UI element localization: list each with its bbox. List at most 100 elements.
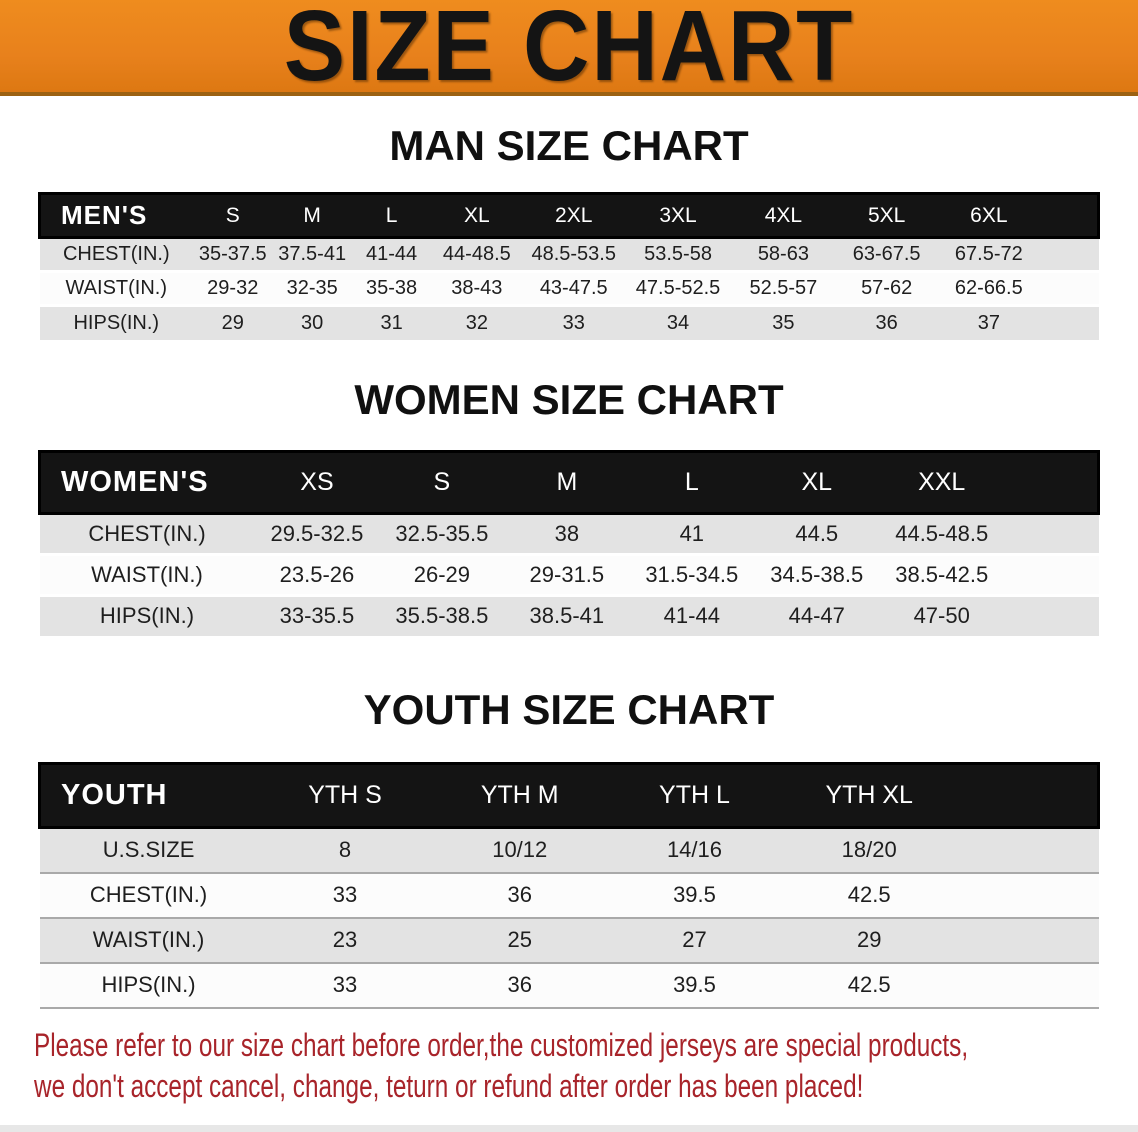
- size-value-cell: 39.5: [673, 972, 716, 997]
- men-size-section: MAN SIZE CHART MEN'S S M L XL 2XL 3XL 4XL 5XL 6XL…: [0, 96, 1138, 340]
- size-value-cell: 43-47.5: [539, 277, 608, 299]
- measurement-row: CHEST(IN.) 29.5-32.5 32.5-35.5 38 41 44.5 44.5…: [39, 513, 1099, 554]
- size-value-cell: 37.5-41: [278, 243, 347, 265]
- row-label: CHEST(IN.): [62, 243, 170, 265]
- banner: SIZE CHART: [0, 0, 1138, 96]
- row-label: HIPS(IN.): [99, 603, 195, 629]
- size-value-cell: 27: [682, 927, 707, 952]
- row-label: HIPS(IN.): [101, 972, 196, 997]
- size-value-cell: 30: [301, 311, 324, 334]
- group-label: MEN'S: [61, 200, 148, 230]
- spacer-cell: [1040, 194, 1098, 238]
- men-size-table: MEN'S S M L XL 2XL 3XL 4XL 5XL 6XL CHEST(IN.) 35-37…: [38, 192, 1100, 340]
- notice-line-1: Please refer to our size chart before or…: [34, 1026, 969, 1063]
- size-value-cell: 32-35: [286, 277, 338, 299]
- order-notice: Please refer to our size chart before or…: [0, 1025, 1138, 1107]
- size-value-cell: 38.5-42.5: [895, 561, 989, 587]
- size-value-cell: 41: [679, 520, 705, 546]
- size-header-row: YOUTH YTH S YTH M YTH L YTH XL: [39, 763, 1099, 828]
- size-value-cell: 18/20: [841, 837, 897, 863]
- group-label: YOUTH: [61, 779, 168, 811]
- size-value-cell: 29: [856, 927, 882, 952]
- size-value-cell: 26-29: [413, 561, 471, 587]
- size-value-cell: 36: [507, 882, 532, 907]
- size-value-cell: 39.5: [673, 882, 716, 907]
- notice-line-2: we don't accept cancel, change, teturn o…: [34, 1067, 864, 1104]
- size-value-cell: 35-38: [366, 277, 418, 299]
- size-value-cell: 52.5-57: [749, 277, 818, 299]
- size-value-cell: 38.5-41: [529, 603, 605, 629]
- row-label: CHEST(IN.): [89, 882, 208, 907]
- size-value-cell: 35.5-38.5: [395, 603, 489, 629]
- bottom-strip: [0, 1125, 1138, 1132]
- size-value-cell: 33: [332, 882, 358, 907]
- size-value-cell: 36: [507, 972, 532, 997]
- size-column-header: XXL: [918, 467, 966, 496]
- row-label: WAIST(IN.): [65, 277, 167, 299]
- size-value-cell: 29-31.5: [529, 561, 605, 587]
- spacer-cell: [957, 963, 1099, 1008]
- size-value-cell: 44.5: [795, 520, 839, 546]
- size-value-cell: 36: [875, 311, 898, 334]
- measurement-row: HIPS(IN.) 29 30 31 32 33 34 35 36 37: [39, 305, 1099, 340]
- size-value-cell: 38: [554, 520, 580, 546]
- spacer-cell: [957, 918, 1099, 963]
- group-label: WOMEN'S: [61, 465, 209, 498]
- size-column-header: XS: [300, 467, 334, 496]
- row-label: U.S.SIZE: [102, 837, 195, 863]
- size-value-cell: 8: [338, 837, 352, 863]
- spacer-cell: [957, 873, 1099, 918]
- size-value-cell: 29-32: [207, 277, 259, 299]
- size-column-header: XL: [801, 467, 833, 496]
- size-column-header: S: [225, 203, 240, 227]
- size-value-cell: 29: [221, 311, 244, 334]
- measurement-row: HIPS(IN.) 33-35.5 35.5-38.5 38.5-41 41-44 44-…: [39, 595, 1099, 636]
- size-value-cell: 33: [562, 311, 585, 334]
- women-size-table: WOMEN'S XS S M L XL XXL CHEST(IN.) 29.5-32.5 32.5…: [38, 450, 1100, 636]
- measurement-row: CHEST(IN.) 35-37.5 37.5-41 41-44 44-48.5 48.5…: [39, 237, 1099, 272]
- size-value-cell: 37: [977, 311, 1000, 334]
- spacer-cell: [1004, 513, 1098, 554]
- size-value-cell: 41-44: [663, 603, 720, 629]
- size-value-cell: 33-35.5: [279, 603, 355, 629]
- youth-section-heading: YOUTH SIZE CHART: [363, 686, 775, 733]
- page-title: SIZE CHART: [283, 0, 855, 102]
- row-label: CHEST(IN.): [88, 520, 206, 546]
- youth-size-section: YOUTH SIZE CHART YOUTH YTH S YTH M YTH L YTH…: [0, 636, 1138, 1009]
- size-column-header: 4XL: [764, 203, 803, 227]
- size-value-cell: 14/16: [666, 837, 722, 863]
- size-value-cell: 62-66.5: [954, 277, 1023, 299]
- size-column-header: 5XL: [867, 203, 906, 227]
- size-value-cell: 44.5-48.5: [895, 520, 989, 546]
- row-label: WAIST(IN.): [92, 927, 205, 952]
- size-value-cell: 31.5-34.5: [645, 561, 739, 587]
- measurement-row: CHEST(IN.) 33 36 39.5 42.5: [39, 872, 1099, 918]
- measurement-row: U.S.SIZE 8 10/12 14/16 18/20: [39, 827, 1099, 873]
- spacer-cell: [1040, 306, 1098, 340]
- size-value-cell: 44-48.5: [442, 243, 511, 265]
- size-column-header: L: [684, 467, 699, 496]
- size-value-cell: 67.5-72: [954, 243, 1023, 265]
- size-column-header: 3XL: [659, 203, 697, 227]
- measurement-row: WAIST(IN.) 23 25 27 29: [39, 917, 1099, 963]
- men-section-heading: MAN SIZE CHART: [389, 122, 749, 169]
- size-value-cell: 23: [332, 927, 358, 952]
- spacer-cell: [1004, 451, 1098, 513]
- youth-size-table: YOUTH YTH S YTH M YTH L YTH XL U.S.SIZE 8 10/12…: [38, 762, 1100, 1009]
- size-value-cell: 53.5-58: [644, 243, 712, 265]
- spacer-cell: [957, 828, 1099, 873]
- row-label: HIPS(IN.): [73, 311, 160, 334]
- size-value-cell: 48.5-53.5: [531, 243, 616, 265]
- size-value-cell: 25: [507, 927, 532, 952]
- spacer-cell: [1040, 238, 1098, 272]
- size-value-cell: 42.5: [847, 882, 891, 907]
- spacer-cell: [1004, 554, 1098, 595]
- spacer-cell: [1040, 272, 1098, 306]
- size-header-row: WOMEN'S XS S M L XL XXL: [39, 451, 1099, 513]
- women-section-heading: WOMEN SIZE CHART: [354, 375, 784, 423]
- size-value-cell: 31: [380, 311, 403, 334]
- size-value-cell: 35-37.5: [198, 243, 267, 265]
- size-value-cell: 33: [332, 972, 358, 997]
- size-value-cell: 44-47: [788, 603, 845, 629]
- measurement-row: HIPS(IN.) 33 36 39.5 42.5: [39, 962, 1099, 1008]
